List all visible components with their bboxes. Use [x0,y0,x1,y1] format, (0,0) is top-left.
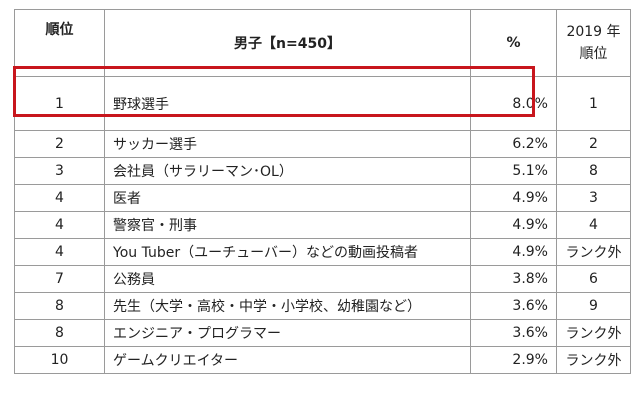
table-row: 4 警察官・刑事 4.9% 4 [14,211,631,239]
prev-rank-cell: 9 [556,292,631,320]
percent-cell: 6.2% [470,130,557,158]
table-row: 1 野球選手 8.0% 1 [14,76,631,131]
percent-cell: 4.9% [470,238,557,266]
percent-cell: 3.6% [470,319,557,347]
rank-cell: 8 [14,292,105,320]
header-prev-year-rank: 2019 年 順位 [556,9,631,77]
prev-rank-cell: ランク外 [556,346,631,374]
rank-cell: 1 [14,76,105,131]
prev-rank-cell: 8 [556,157,631,185]
prev-rank-cell: 1 [556,76,631,131]
rank-cell: 10 [14,346,105,374]
prev-rank-cell: ランク外 [556,319,631,347]
rank-cell: 8 [14,319,105,347]
ranking-table: 順位 男子【n=450】 % 2019 年 順位 1 野球選手 8.0% 1 2 サッカー… [14,9,631,374]
occupation-cell: ゲームクリエイター [104,346,471,374]
table-row: 4 医者 4.9% 3 [14,184,631,212]
prev-rank-cell: 2 [556,130,631,158]
table-row: 10 ゲームクリエイター 2.9% ランク外 [14,346,631,374]
prev-rank-cell: 4 [556,211,631,239]
occupation-cell: サッカー選手 [104,130,471,158]
rank-cell: 4 [14,238,105,266]
occupation-cell: 警察官・刑事 [104,211,471,239]
rank-cell: 7 [14,265,105,293]
percent-cell: 3.8% [470,265,557,293]
prev-rank-cell: 3 [556,184,631,212]
rank-cell: 2 [14,130,105,158]
header-year: 2019 年 [566,24,621,40]
header-rank: 順位 [14,9,105,77]
table-row: 4 You Tuber（ユーチューバー）などの動画投稿者 4.9% ランク外 [14,238,631,266]
header-percent: % [470,9,557,77]
occupation-cell: エンジニア・プログラマー [104,319,471,347]
header-row: 順位 男子【n=450】 % 2019 年 順位 [14,9,631,77]
percent-cell: 3.6% [470,292,557,320]
percent-cell: 8.0% [470,76,557,131]
table-row: 8 先生（大学・高校・中学・小学校、幼稚園など） 3.6% 9 [14,292,631,320]
occupation-cell: You Tuber（ユーチューバー）などの動画投稿者 [104,238,471,266]
table-row: 8 エンジニア・プログラマー 3.6% ランク外 [14,319,631,347]
prev-rank-cell: 6 [556,265,631,293]
header-name: 男子【n=450】 [104,9,471,77]
rank-cell: 3 [14,157,105,185]
rank-cell: 4 [14,211,105,239]
percent-cell: 4.9% [470,211,557,239]
percent-cell: 2.9% [470,346,557,374]
table-row: 7 公務員 3.8% 6 [14,265,631,293]
occupation-cell: 野球選手 [104,76,471,131]
occupation-cell: 先生（大学・高校・中学・小学校、幼稚園など） [104,292,471,320]
percent-cell: 4.9% [470,184,557,212]
prev-rank-cell: ランク外 [556,238,631,266]
percent-cell: 5.1% [470,157,557,185]
occupation-cell: 公務員 [104,265,471,293]
header-year-rank: 順位 [579,46,608,62]
occupation-cell: 医者 [104,184,471,212]
occupation-cell: 会社員（サラリーマン･OL） [104,157,471,185]
table-row: 2 サッカー選手 6.2% 2 [14,130,631,158]
table-row: 3 会社員（サラリーマン･OL） 5.1% 8 [14,157,631,185]
rank-cell: 4 [14,184,105,212]
